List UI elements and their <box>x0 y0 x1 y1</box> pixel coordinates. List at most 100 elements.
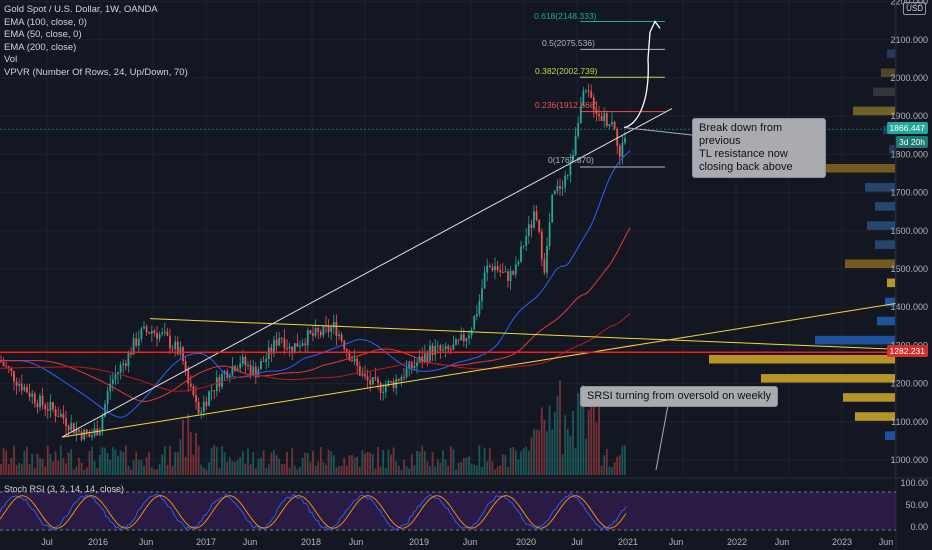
candle-body <box>405 368 408 378</box>
volume-bar <box>101 447 104 475</box>
price-axis-label: 2100.000 <box>890 35 928 45</box>
candle-body <box>564 175 567 188</box>
candle-body <box>262 361 265 363</box>
volume-bar <box>273 450 275 475</box>
candle-body <box>166 331 169 336</box>
volume-bar <box>304 452 307 475</box>
indicator-vpvr[interactable]: VPVR (Number Of Rows, 24, Up/Down, 70) <box>4 66 188 78</box>
candle-body <box>319 331 322 336</box>
stoch-axis-label: 50.00 <box>905 500 928 510</box>
candle-body <box>247 365 249 367</box>
candle-body <box>309 330 312 334</box>
vpvr-bar <box>855 412 895 421</box>
candle-body <box>340 334 343 342</box>
indicator-volume[interactable]: Vol <box>4 54 18 65</box>
volume-bar <box>176 452 179 475</box>
candle-body <box>408 361 411 369</box>
callout-pointer <box>655 404 669 471</box>
stoch-k-line <box>0 493 627 531</box>
candle-body <box>5 365 8 367</box>
volume-bar <box>374 468 377 475</box>
volume-bar <box>514 450 517 475</box>
candle-body <box>364 373 366 377</box>
volume-bar <box>106 453 109 475</box>
candle-body <box>145 326 148 333</box>
time-axis-label: 2022 <box>727 537 747 547</box>
candle-body <box>379 383 382 393</box>
volume-bar <box>117 456 119 475</box>
indicator-ema50[interactable]: EMA (50, close, 0) <box>4 29 82 40</box>
volume-bar <box>252 451 255 475</box>
volume-bar <box>70 449 73 475</box>
volume-bar <box>111 447 114 475</box>
volume-bar <box>364 453 366 475</box>
candle-body <box>442 349 444 351</box>
volume-bar <box>501 454 504 475</box>
volume-bar <box>590 396 593 475</box>
candle-body <box>36 403 39 408</box>
price-axis-label: 2200.000 <box>890 0 928 7</box>
volume-bar <box>241 451 244 475</box>
vpvr-bar <box>875 240 895 249</box>
candle-body <box>31 393 34 397</box>
callout-srsi[interactable]: SRSI turning from oversold on weekly <box>580 386 779 407</box>
volume-bar <box>574 448 577 475</box>
volume-bar <box>522 448 525 475</box>
price-axis-label: 1100.000 <box>891 417 928 427</box>
candle-body <box>600 116 603 121</box>
candle-body <box>192 386 195 396</box>
indicator-ema200[interactable]: EMA (200, close) <box>4 41 77 53</box>
candle-body <box>163 331 166 333</box>
candle-body <box>10 368 13 372</box>
forecast-arrow <box>623 20 661 129</box>
callout-breakdown[interactable]: Break down from previous TL resistance n… <box>692 118 826 178</box>
time-axis-label: 2017 <box>196 537 216 547</box>
stoch-band <box>0 492 896 530</box>
candle-body <box>44 405 47 410</box>
callout-line: closing back above <box>699 161 793 173</box>
candle-body <box>156 332 158 339</box>
volume-bar <box>405 466 408 475</box>
yellow-support-line <box>61 302 897 438</box>
volume-bar <box>36 453 39 475</box>
callout-line: Break down from previous <box>699 122 783 147</box>
volume-bar <box>0 463 2 475</box>
candle-body <box>530 224 533 228</box>
volume-bar <box>13 445 15 475</box>
volume-bar <box>517 459 520 475</box>
volume-bar <box>499 465 502 475</box>
candle-body <box>288 346 291 349</box>
candle-body <box>559 186 561 189</box>
volume-bar <box>130 469 132 475</box>
volume-bar <box>182 419 184 475</box>
volume-bar <box>413 465 416 475</box>
volume-bar <box>20 464 23 475</box>
candle-body <box>15 381 18 386</box>
volume-bar <box>104 447 106 475</box>
candle-body <box>283 338 286 349</box>
volume-bar <box>309 461 312 475</box>
price-axis-label: 2000.000 <box>890 73 928 83</box>
candle-body <box>369 380 372 385</box>
vpvr-bar <box>845 259 895 268</box>
volume-bar <box>325 464 327 475</box>
candle-body <box>330 327 333 332</box>
volume-bar <box>67 452 70 475</box>
candle-body <box>613 121 616 129</box>
indicator-ema100[interactable]: EMA (100, close, 0) <box>4 16 87 28</box>
volume-bar <box>410 453 413 475</box>
candle-body <box>28 392 31 397</box>
volume-bar <box>270 452 273 475</box>
candle-body <box>522 245 525 247</box>
volume-bar <box>379 466 382 475</box>
volume-bar <box>286 451 288 475</box>
stoch-rsi-legend[interactable]: Stoch RSI (3, 3, 14, 14, close) <box>4 484 125 494</box>
volume-bar <box>267 464 270 475</box>
volume-bar <box>15 465 18 475</box>
candle-body <box>494 266 496 271</box>
candle-body <box>187 369 190 384</box>
candle-body <box>572 154 574 163</box>
currency-button[interactable]: USD <box>903 2 926 15</box>
candle-body <box>109 383 112 392</box>
